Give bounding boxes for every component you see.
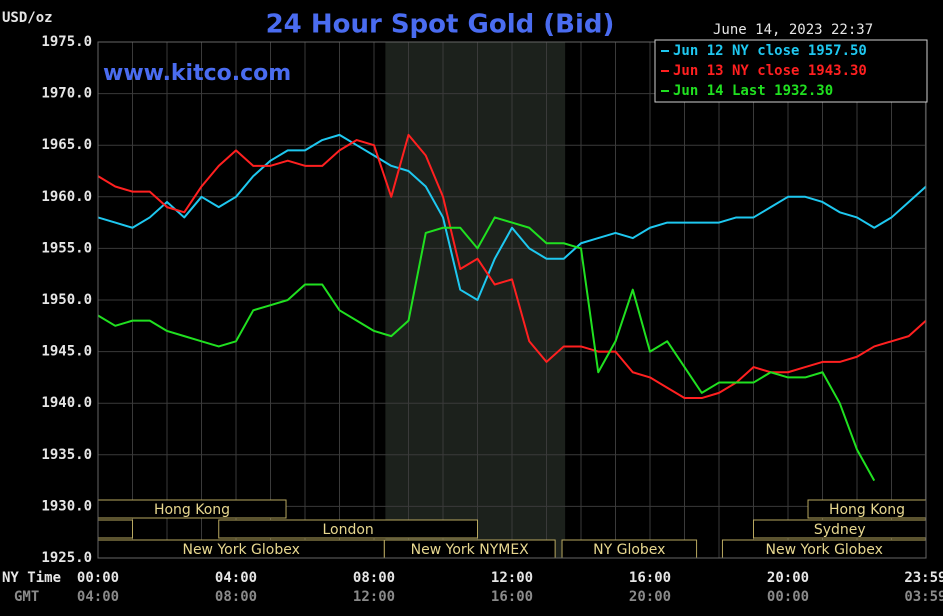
series-line xyxy=(97,133,927,400)
x2-tick-label: 04:00 xyxy=(77,589,119,605)
chart-title: 24 Hour Spot Gold (Bid) xyxy=(266,10,615,40)
plot-border xyxy=(97,41,927,559)
x-axis-label: NY Time xyxy=(2,570,61,586)
legend-label: Jun 13 NY close 1943.30 xyxy=(673,63,867,79)
x-tick-label: 04:00 xyxy=(215,570,257,586)
y-tick-label: 1945.0 xyxy=(41,344,92,360)
series-line xyxy=(97,133,927,301)
timestamp: June 14, 2023 22:37 xyxy=(713,22,873,38)
x-tick-label: 23:59 xyxy=(904,570,943,586)
y-tick-label: 1955.0 xyxy=(41,240,92,256)
session-label: New York NYMEX xyxy=(411,542,530,558)
y-tick-label: 1975.0 xyxy=(41,34,92,50)
x2-tick-label: 16:00 xyxy=(491,589,533,605)
session-label: Sydney xyxy=(814,522,866,538)
session-label: London xyxy=(322,522,373,538)
y-unit: USD/oz xyxy=(2,10,53,26)
legend-box xyxy=(654,39,928,103)
legend-label: Jun 14 Last 1932.30 xyxy=(673,83,833,99)
session-label: NY Globex xyxy=(593,542,665,558)
x2-tick-label: 12:00 xyxy=(353,589,395,605)
x2-tick-label: 20:00 xyxy=(629,589,671,605)
x2-axis-label: GMT xyxy=(14,589,39,605)
y-tick-label: 1970.0 xyxy=(41,86,92,102)
session-label: New York Globex xyxy=(766,542,883,558)
x2-tick-label: 08:00 xyxy=(215,589,257,605)
x-tick-label: 08:00 xyxy=(353,570,395,586)
y-tick-label: 1950.0 xyxy=(41,292,92,308)
x-tick-label: 00:00 xyxy=(77,570,119,586)
x-tick-label: 16:00 xyxy=(629,570,671,586)
y-tick-label: 1935.0 xyxy=(41,447,92,463)
session-box xyxy=(97,519,133,539)
legend: Jun 12 NY close 1957.50 Jun 13 NY close 1… xyxy=(654,39,928,103)
x2-tick-label: 00:00 xyxy=(767,589,809,605)
legend-label: Jun 12 NY close 1957.50 xyxy=(673,43,867,59)
session-label: Hong Kong xyxy=(829,502,905,518)
x2-tick-label: 03:59 xyxy=(904,589,943,605)
series-line xyxy=(97,216,876,482)
x-tick-label: 20:00 xyxy=(767,570,809,586)
website: www.kitco.com xyxy=(103,61,291,86)
y-tick-label: 1940.0 xyxy=(41,395,92,411)
y-tick-label: 1960.0 xyxy=(41,189,92,205)
session-box xyxy=(218,519,478,539)
y-tick-label: 1965.0 xyxy=(41,137,92,153)
session-label: New York Globex xyxy=(182,542,299,558)
y-tick-label: 1925.0 xyxy=(41,550,92,566)
y-tick-label: 1930.0 xyxy=(41,498,92,514)
x-tick-label: 12:00 xyxy=(491,570,533,586)
session-label: Hong Kong xyxy=(154,502,230,518)
